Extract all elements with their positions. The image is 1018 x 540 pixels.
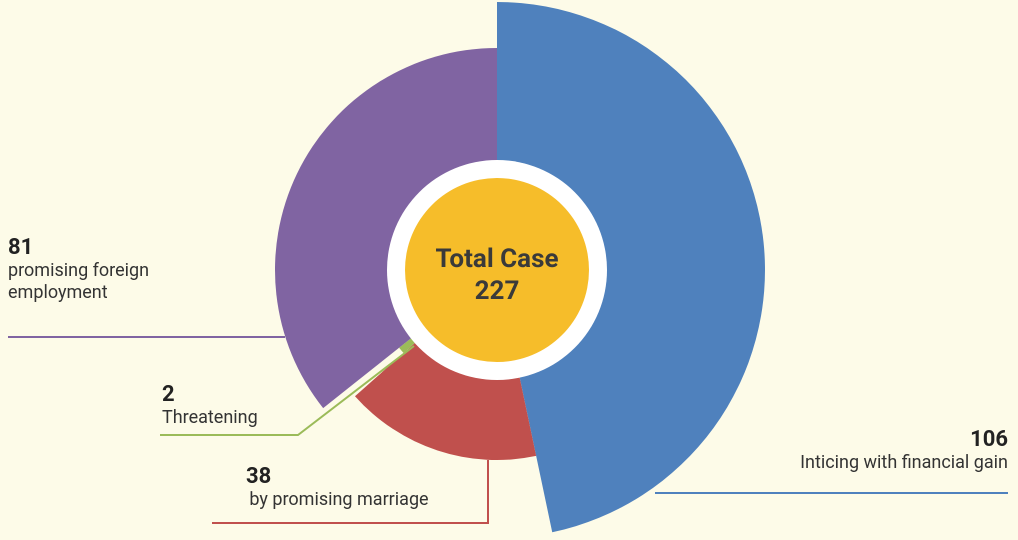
leader-line (160, 345, 415, 436)
value-label: 2 (162, 382, 175, 407)
category-label: Inticing with financial gain (800, 452, 1008, 473)
label: 106 Inticing with financial gain (660, 428, 1008, 474)
category-label: Threatening (162, 407, 258, 428)
total: 227 (474, 276, 520, 306)
category-label: promising foreign employment (8, 260, 150, 303)
label: 38 by promising marriage (214, 465, 464, 511)
value-label: 81 (8, 235, 34, 260)
center-text: Total Case 227 (397, 243, 597, 307)
center-label: Total Case (435, 244, 559, 274)
label: 2 Threatening (162, 383, 258, 429)
leader-line (212, 460, 489, 524)
center-disc (405, 178, 589, 362)
slice (275, 48, 497, 409)
value-label: 106 (970, 427, 1008, 452)
category-label: by promising marriage (249, 489, 429, 510)
value-label: 38 (246, 464, 272, 489)
label: 81 promising foreign employment (8, 236, 248, 304)
slice (497, 2, 765, 533)
